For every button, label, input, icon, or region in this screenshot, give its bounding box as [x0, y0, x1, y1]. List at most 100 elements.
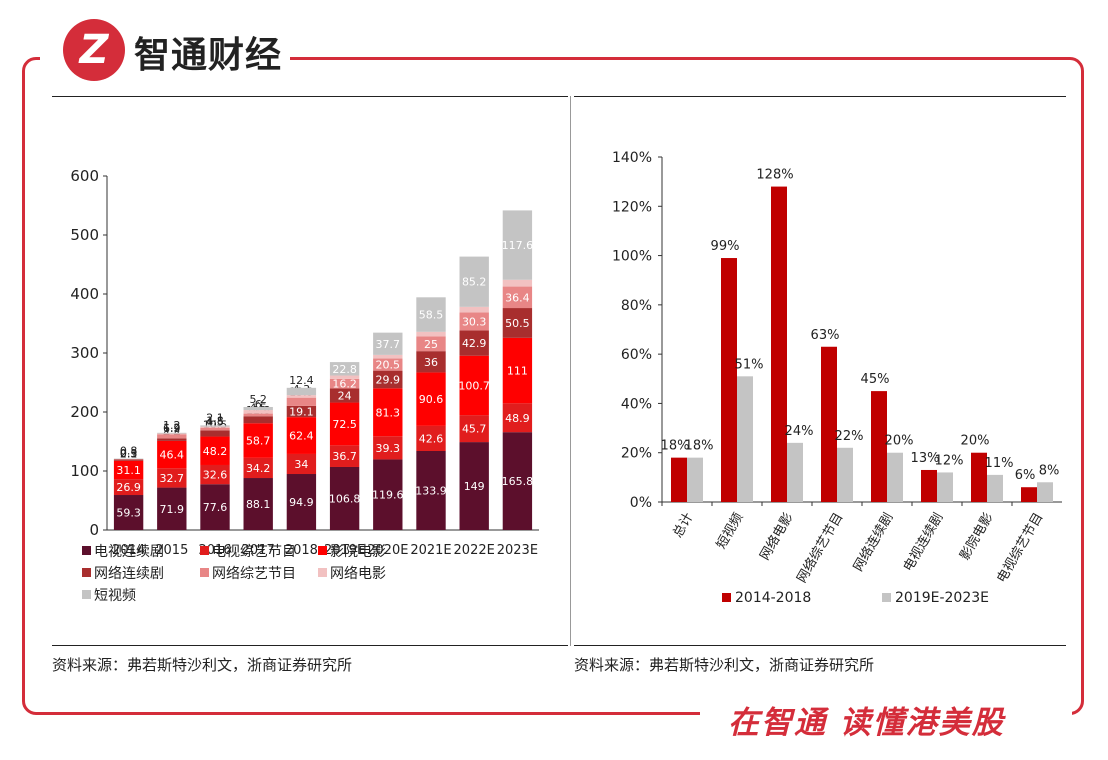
x-tick-label: 2021E	[410, 543, 451, 558]
bar	[987, 474, 1003, 502]
bar-segment	[373, 459, 403, 530]
bar	[671, 457, 687, 502]
data-label: 0.1	[120, 447, 138, 460]
y-tick-label: 200	[70, 403, 99, 421]
data-label: 20%	[885, 434, 914, 449]
right-source-rule	[574, 645, 1066, 646]
y-tick-label: 80%	[621, 298, 652, 314]
x-tick-label: 网络连续剧	[850, 510, 896, 574]
y-tick-label: 600	[70, 167, 99, 185]
y-tick-label: 300	[70, 344, 99, 362]
y-tick-label: 20%	[621, 446, 652, 462]
data-label: 6%	[1015, 468, 1036, 483]
bar-segment	[373, 358, 403, 371]
bar	[737, 376, 753, 502]
data-label: 117.6	[502, 239, 534, 252]
data-label: 88.1	[246, 498, 271, 511]
bar-segment	[502, 308, 533, 338]
data-label: 59.3	[116, 507, 141, 520]
bar-segment	[459, 330, 489, 356]
data-label: 34	[294, 458, 308, 471]
bar-segment	[416, 450, 446, 530]
legend-label: 短视频	[94, 588, 136, 604]
data-label: 5.2	[249, 393, 267, 406]
x-tick-label: 网络电影	[757, 510, 797, 563]
data-label: 133.9	[415, 484, 447, 497]
bar-segment	[243, 423, 273, 458]
bar-segment	[502, 286, 533, 309]
logo-icon: Z	[63, 19, 125, 81]
left-title-rule	[52, 96, 568, 97]
x-tick-label: 2014	[112, 543, 145, 558]
legend-swatch	[82, 568, 91, 577]
bar-segment	[373, 332, 403, 355]
bar-segment	[329, 466, 360, 530]
data-label: 106.8	[329, 492, 361, 505]
bar-segment	[200, 464, 230, 485]
data-label: 72.5	[332, 418, 357, 431]
data-label: 50.5	[505, 317, 530, 330]
bar-segment	[157, 434, 187, 439]
bar-segment	[286, 397, 317, 406]
x-tick-label: 电视综艺节目	[994, 511, 1046, 586]
bar-segment	[243, 416, 273, 424]
bar-segment	[243, 410, 273, 414]
x-tick-label: 总计	[670, 511, 696, 541]
bar-segment	[416, 425, 446, 451]
data-label: 81.3	[376, 406, 401, 419]
x-tick-label: 影院电影	[957, 511, 996, 564]
right-growth-bar-chart: 0% 20% 40% 60% 80% 100% 120% 140% 18%18% 总计 99% 51%…	[612, 150, 1062, 606]
data-label: 18%	[685, 439, 714, 454]
bar-segment	[200, 426, 230, 428]
legend-label: 网络连续剧	[94, 565, 164, 582]
y-tick-label: 120%	[612, 199, 652, 215]
bar	[771, 186, 787, 503]
bar	[921, 469, 937, 502]
x-tick-label: 2018	[285, 543, 318, 558]
data-label: 18%	[661, 439, 690, 454]
data-label: 24	[338, 389, 352, 402]
slogan: 在智通 读懂港美股	[728, 705, 1005, 741]
data-label: 119.6	[372, 489, 404, 502]
legend-label: 2014-2018	[735, 590, 811, 606]
bar-segment	[459, 442, 489, 530]
x-tick-label: 电视连续剧	[900, 510, 946, 574]
data-label: 20.5	[376, 359, 401, 372]
bar-segment	[200, 430, 230, 437]
data-label: 1.8	[206, 415, 224, 428]
bar	[871, 391, 887, 502]
data-label: 58.7	[246, 435, 271, 448]
bar-segment	[416, 336, 446, 352]
data-label: 31.1	[116, 464, 141, 477]
y-tick-label: 60%	[621, 347, 652, 363]
bar-segment	[459, 312, 489, 331]
data-label: 85.2	[462, 276, 487, 289]
bar-segment	[157, 433, 187, 435]
x-tick-label: 2023E	[497, 543, 538, 558]
bar-segment	[373, 436, 403, 460]
bar-segment	[286, 474, 317, 530]
data-label: 25	[424, 338, 438, 351]
bar-segment	[113, 479, 144, 496]
bar-segment	[157, 432, 187, 434]
bar	[721, 258, 737, 502]
data-label: 58.5	[419, 309, 444, 322]
bar-segment	[200, 427, 230, 431]
data-label: 36.7	[332, 450, 357, 463]
data-label: 63%	[811, 328, 840, 343]
x-tick-label: 2017	[242, 543, 275, 558]
data-label: 45.7	[462, 423, 487, 436]
bar	[821, 346, 837, 502]
data-label: 77.6	[203, 501, 228, 514]
bar-segment	[243, 406, 273, 411]
data-label: 6.9	[163, 422, 181, 435]
bar-segment	[200, 425, 230, 427]
bar-segment	[502, 403, 533, 433]
data-label: 0.3	[120, 447, 138, 460]
data-label: 62.4	[289, 430, 314, 443]
bar-segment	[157, 440, 187, 469]
y-tick-label: 400	[70, 285, 99, 303]
bar	[1037, 482, 1053, 502]
bar-segment	[243, 413, 273, 417]
data-label: 111	[507, 365, 528, 378]
